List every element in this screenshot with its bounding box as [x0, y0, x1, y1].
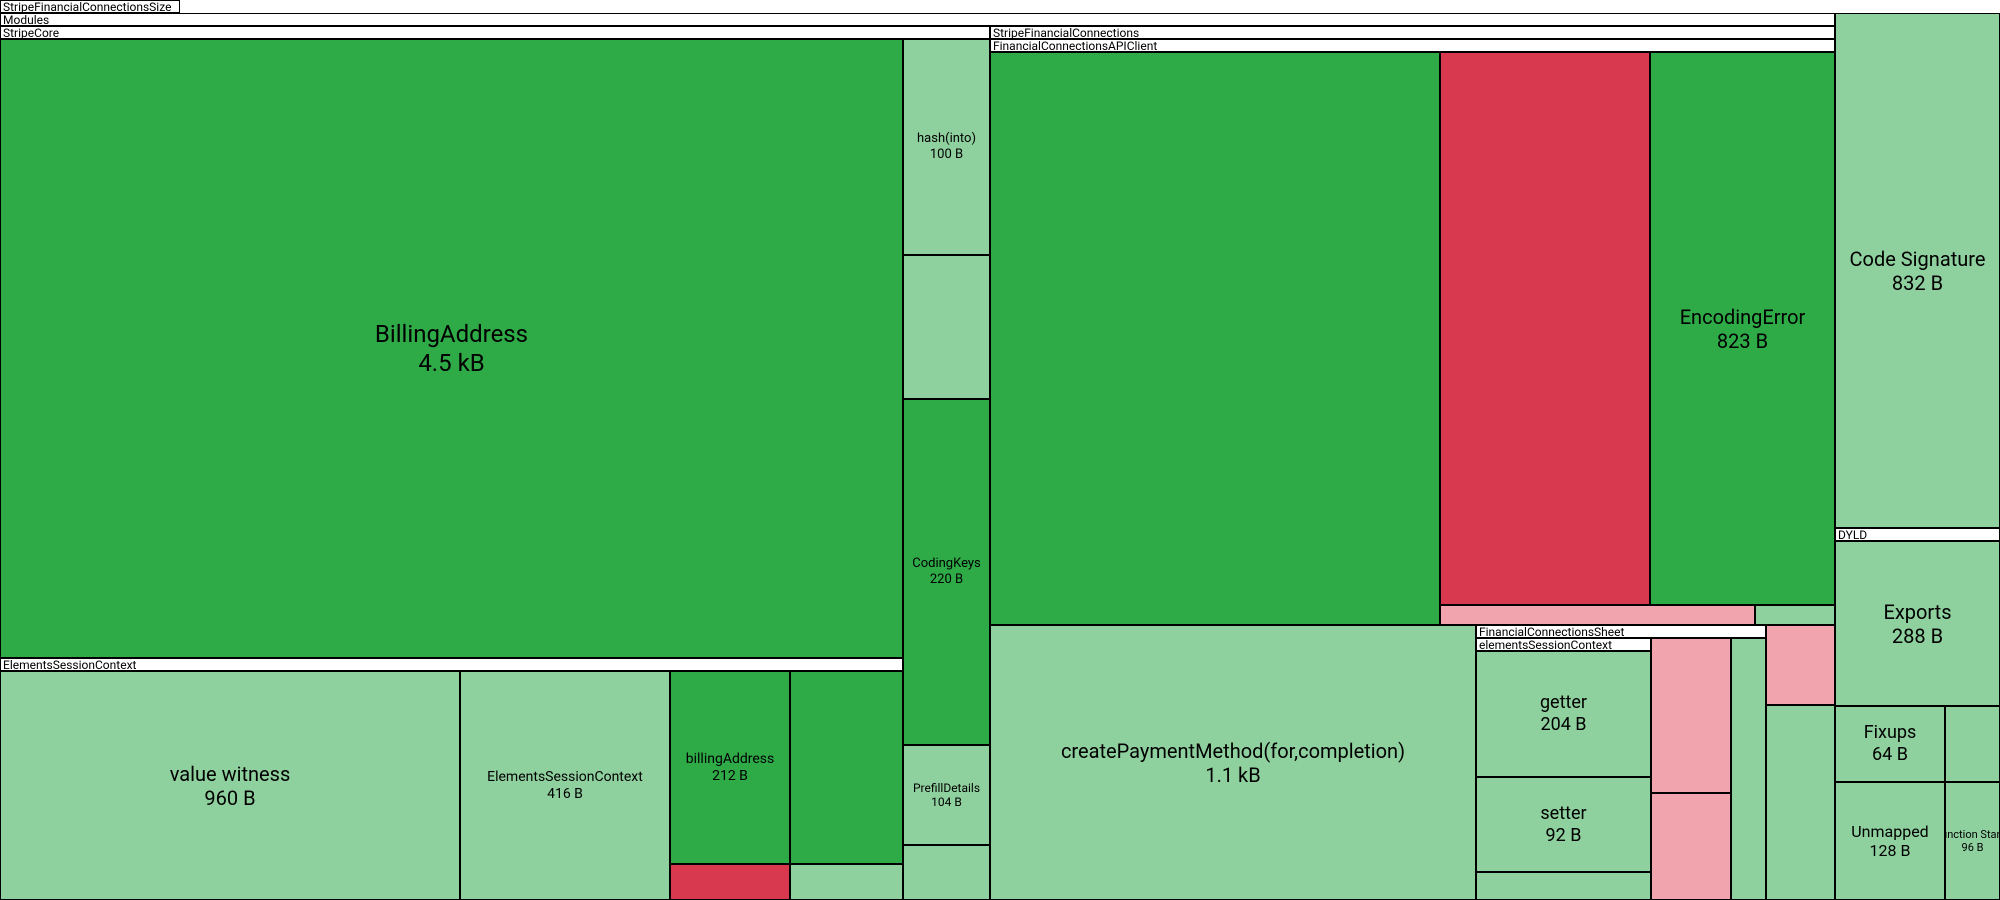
cell-size: 4.5 kB: [418, 349, 484, 378]
cell-name: Exports: [1883, 600, 1951, 624]
treemap-cell[interactable]: BillingAddress4.5 kB: [0, 39, 903, 658]
cell-size: 832 B: [1892, 271, 1943, 295]
treemap-cell[interactable]: [1766, 625, 1835, 705]
cell-name: PrefillDetails: [913, 781, 980, 795]
treemap-cell[interactable]: setter92 B: [1476, 777, 1651, 872]
treemap-cell[interactable]: [790, 671, 903, 864]
treemap-cell[interactable]: [1731, 638, 1766, 900]
treemap-cell[interactable]: ElementsSessionContext416 B: [460, 671, 670, 900]
treemap-header[interactable]: ElementsSessionContext: [0, 658, 903, 671]
treemap-header[interactable]: DYLD: [1835, 528, 2000, 541]
treemap-cell[interactable]: createPaymentMethod(for,completion)1.1 k…: [990, 625, 1476, 900]
treemap-cell[interactable]: Exports288 B: [1835, 541, 2000, 706]
treemap-header[interactable]: StripeFinancialConnections: [990, 26, 1835, 39]
cell-size: 1.1 kB: [1205, 763, 1260, 787]
treemap-cell[interactable]: Unmapped128 B: [1835, 782, 1945, 900]
treemap-cell[interactable]: getter204 B: [1476, 651, 1651, 777]
cell-size: 960 B: [204, 786, 255, 810]
cell-name: billingAddress: [686, 751, 774, 768]
treemap-cell[interactable]: Fixups64 B: [1835, 706, 1945, 782]
treemap-header[interactable]: Modules: [0, 13, 1835, 26]
treemap-cell[interactable]: [1440, 605, 1755, 625]
cell-size: 104 B: [931, 795, 962, 809]
cell-size: 92 B: [1546, 825, 1582, 847]
cell-size: 823 B: [1717, 329, 1768, 353]
cell-name: value witness: [170, 762, 291, 786]
cell-size: 128 B: [1870, 841, 1911, 860]
treemap-cell[interactable]: [903, 255, 990, 399]
treemap-cell[interactable]: [790, 864, 903, 900]
cell-size: 204 B: [1540, 714, 1586, 736]
cell-name: hash(into): [917, 131, 976, 147]
treemap-cell[interactable]: PrefillDetails104 B: [903, 745, 990, 845]
cell-size: 100 B: [930, 147, 963, 163]
cell-size: 212 B: [712, 768, 748, 785]
treemap-cell[interactable]: [903, 845, 990, 900]
treemap-header[interactable]: StripeCore: [0, 26, 990, 39]
cell-size: 220 B: [930, 572, 963, 588]
treemap-cell[interactable]: [1766, 705, 1835, 900]
treemap-root: StripeFinancialConnectionsSizeModulesStr…: [0, 0, 2000, 900]
cell-name: createPaymentMethod(for,completion): [1061, 739, 1405, 763]
treemap-cell[interactable]: [1945, 706, 2000, 782]
treemap-cell[interactable]: value witness960 B: [0, 671, 460, 900]
treemap-cell[interactable]: [1440, 52, 1650, 605]
treemap-header[interactable]: StripeFinancialConnectionsSize: [0, 0, 180, 13]
cell-name: ElementsSessionContext: [487, 769, 643, 786]
treemap-cell[interactable]: Function Starts96 B: [1945, 782, 2000, 900]
treemap-cell[interactable]: [670, 864, 790, 900]
cell-name: Unmapped: [1851, 822, 1928, 841]
treemap-header[interactable]: FinancialConnectionsSheet: [1476, 625, 1766, 638]
cell-name: CodingKeys: [912, 556, 981, 572]
treemap-cell[interactable]: billingAddress212 B: [670, 671, 790, 864]
cell-name: Function Starts: [1945, 828, 2000, 841]
cell-name: EncodingError: [1680, 305, 1806, 329]
treemap-cell[interactable]: [1651, 793, 1731, 900]
cell-name: setter: [1540, 803, 1586, 825]
treemap-cell[interactable]: [1476, 872, 1651, 900]
cell-size: 288 B: [1892, 624, 1943, 648]
treemap-cell[interactable]: EncodingError823 B: [1650, 52, 1835, 605]
treemap-header[interactable]: FinancialConnectionsAPIClient: [990, 39, 1835, 52]
treemap-cell[interactable]: [1755, 605, 1835, 625]
cell-size: 96 B: [1962, 841, 1984, 854]
cell-name: Fixups: [1864, 722, 1917, 744]
treemap-cell[interactable]: Code Signature832 B: [1835, 13, 2000, 528]
treemap-cell[interactable]: CodingKeys220 B: [903, 399, 990, 745]
cell-name: Code Signature: [1850, 247, 1986, 271]
cell-name: BillingAddress: [375, 320, 528, 349]
cell-size: 416 B: [547, 786, 583, 803]
treemap-cell[interactable]: hash(into)100 B: [903, 39, 990, 255]
treemap-cell[interactable]: [1651, 638, 1731, 793]
cell-name: getter: [1540, 692, 1587, 714]
treemap-cell[interactable]: [990, 52, 1440, 625]
cell-size: 64 B: [1872, 744, 1908, 766]
treemap-header[interactable]: elementsSessionContext: [1476, 638, 1651, 651]
